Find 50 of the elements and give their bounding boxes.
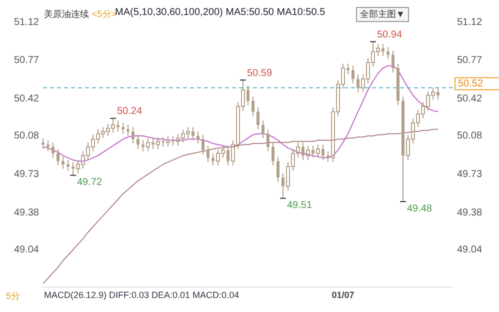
candlestick (206, 145, 210, 163)
text: MACD(26.12.9) DIFF:0.03 DEA:0.01 MACD:0.04 (44, 290, 240, 300)
y2-tick-label: 50.42 (457, 93, 482, 104)
y-tick-label: 49.04 (14, 244, 40, 256)
candlestick (122, 122, 124, 134)
candlestick (56, 148, 60, 166)
y-tick-label: 50.08 (14, 130, 40, 142)
candlestick (276, 156, 280, 182)
annotation: 49.51 (287, 200, 312, 212)
y2-tick-label: 49.04 (457, 244, 482, 256)
chart-title: 美原油连续 (44, 8, 89, 21)
candlestick (42, 138, 44, 150)
y2-tick-label: 49.38 (457, 207, 482, 218)
candlestick (386, 46, 390, 60)
y2-tick-label: 50.77 (457, 55, 482, 66)
candlestick (52, 142, 54, 158)
text: <5分> (92, 9, 117, 21)
annotation: 49.48 (407, 203, 432, 214)
x-tick-label: 01/07 (332, 290, 354, 300)
candlestick (62, 156, 64, 170)
candlestick (272, 142, 274, 166)
candlestick (352, 65, 354, 84)
candlestick (252, 96, 254, 117)
y2-tick-label: 50.08 (457, 130, 482, 142)
candlestick (266, 128, 270, 152)
candlestick (126, 124, 130, 136)
text: 5分 (6, 290, 20, 303)
annotation: 50.94 (377, 29, 402, 40)
candlestick (392, 50, 394, 73)
candlestick (256, 106, 260, 130)
candlestick (196, 131, 200, 144)
y2-tick-label: 51.12 (457, 16, 482, 28)
y-tick-label: 51.12 (14, 16, 40, 28)
annotation: 50.24 (117, 106, 142, 118)
text: 全部主图▼ (356, 7, 409, 22)
y2-tick-label: 49.73 (457, 168, 482, 180)
y-tick-label: 49.73 (14, 168, 40, 180)
ref-line-label: 50.52 (458, 78, 484, 90)
candlestick (66, 159, 70, 172)
annotation: 49.72 (77, 177, 102, 188)
chart-subtitle: MA(5,10,30,60,100,200) MA5:50.50 MA10:50.5 (115, 7, 326, 18)
annotation: 50.59 (247, 68, 272, 79)
candlestick (132, 126, 134, 144)
y-tick-label: 49.38 (14, 207, 40, 218)
candlestick (46, 140, 50, 152)
candlestick (136, 134, 140, 150)
candlestick (202, 134, 204, 155)
y-tick-label: 50.42 (14, 93, 40, 104)
candlestick (262, 120, 264, 139)
y-tick-label: 50.77 (14, 55, 40, 66)
